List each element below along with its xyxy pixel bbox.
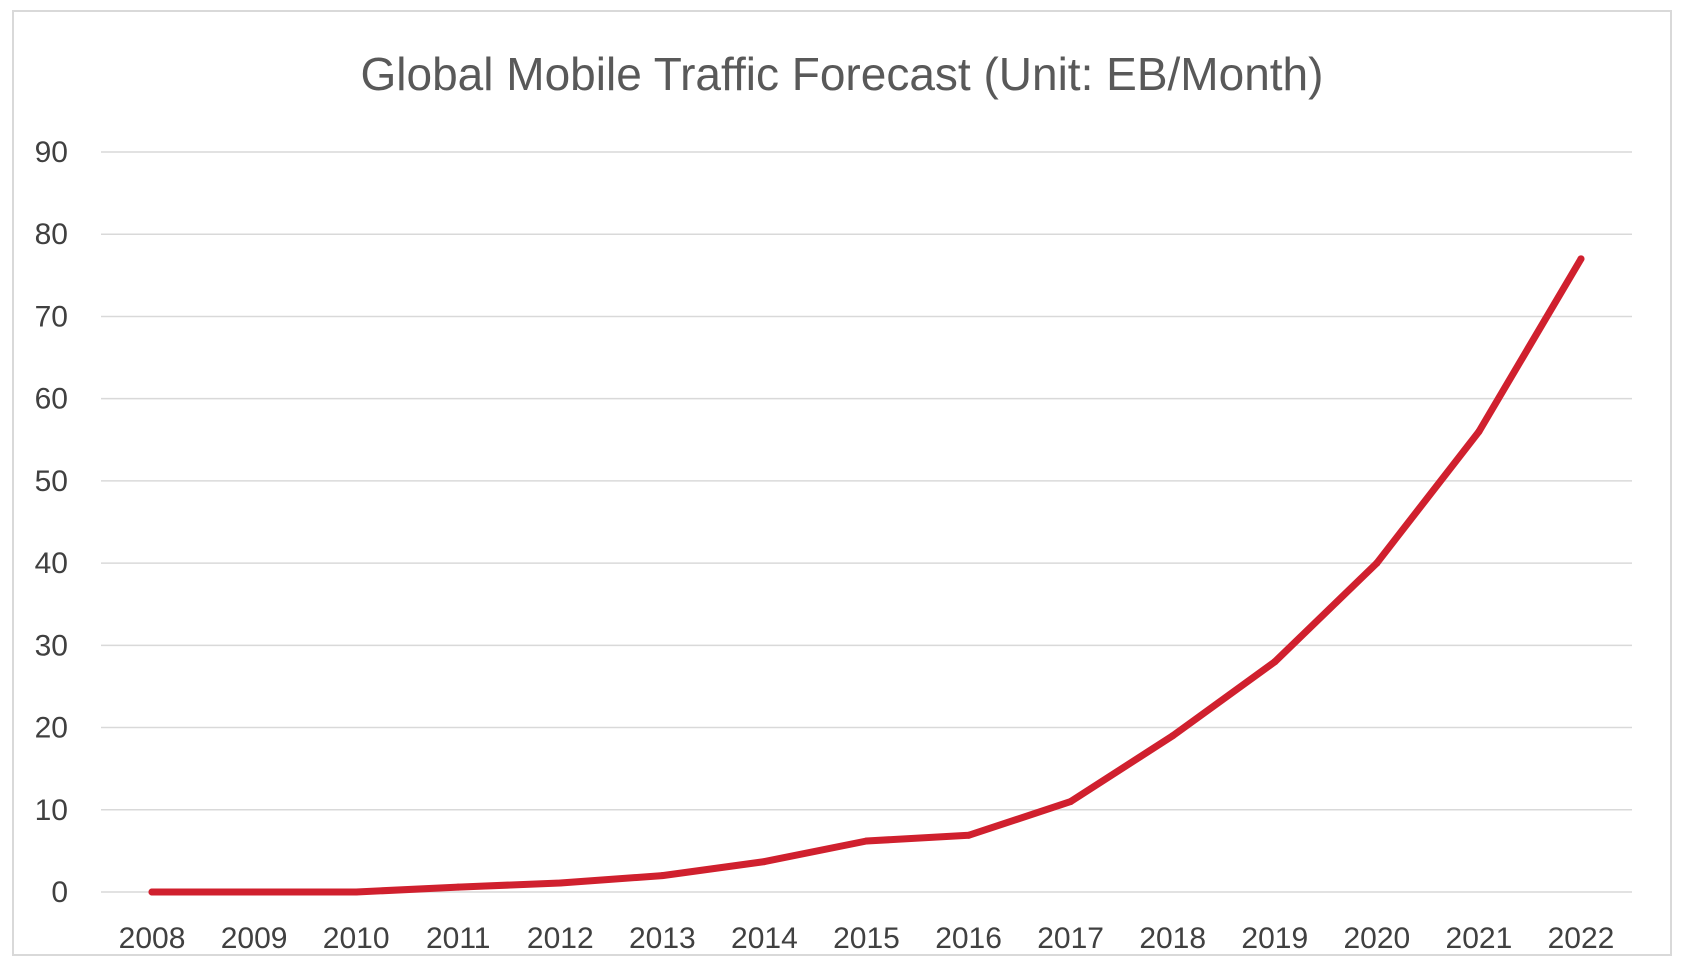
data-point-2019 xyxy=(1271,658,1279,666)
x-tick-label: 2013 xyxy=(629,922,696,955)
data-point-2021 xyxy=(1475,428,1483,436)
y-axis-ticks: 0 10 20 30 40 50 60 70 80 90 xyxy=(35,136,68,909)
x-tick-label: 2018 xyxy=(1139,922,1206,955)
y-tick-label: 90 xyxy=(35,136,68,169)
x-tick-label: 2015 xyxy=(833,922,900,955)
y-tick-label: 10 xyxy=(35,794,68,827)
y-tick-label: 80 xyxy=(35,218,68,251)
data-point-2014 xyxy=(760,858,768,866)
x-tick-label: 2020 xyxy=(1343,922,1410,955)
x-tick-label: 2009 xyxy=(221,922,288,955)
data-point-2010 xyxy=(352,888,360,896)
chart-frame xyxy=(12,10,1672,956)
data-point-2012 xyxy=(556,879,564,887)
data-point-2016 xyxy=(965,831,973,839)
y-tick-label: 30 xyxy=(35,629,68,662)
y-tick-label: 50 xyxy=(35,465,68,498)
data-point-2013 xyxy=(658,872,666,880)
x-tick-label: 2008 xyxy=(119,922,186,955)
data-point-2017 xyxy=(1067,798,1075,806)
data-point-2009 xyxy=(250,888,258,896)
series-group xyxy=(148,255,1585,896)
x-tick-label: 2014 xyxy=(731,922,798,955)
x-tick-label: 2017 xyxy=(1037,922,1104,955)
x-tick-label: 2019 xyxy=(1241,922,1308,955)
data-point-2020 xyxy=(1373,559,1381,567)
y-tick-label: 20 xyxy=(35,712,68,745)
x-tick-label: 2021 xyxy=(1446,922,1513,955)
x-tick-label: 2016 xyxy=(935,922,1002,955)
x-tick-label: 2010 xyxy=(323,922,390,955)
y-tick-label: 70 xyxy=(35,300,68,333)
data-point-2015 xyxy=(863,837,870,845)
chart-title: Global Mobile Traffic Forecast (Unit: EB… xyxy=(361,48,1324,100)
x-tick-label: 2022 xyxy=(1548,922,1615,955)
x-axis-ticks: 2008 2009 2010 2011 2012 2013 2014 2015 2016 2017… xyxy=(119,922,1615,955)
data-point-2018 xyxy=(1169,732,1177,740)
x-tick-label: 2012 xyxy=(527,922,594,955)
data-point-2008 xyxy=(148,888,156,896)
y-tick-label: 40 xyxy=(35,547,68,580)
series-line xyxy=(148,255,1585,896)
y-tick-label: 60 xyxy=(35,383,68,416)
data-point-2022 xyxy=(1577,255,1585,263)
y-tick-label: 0 xyxy=(51,876,68,909)
data-point-2011 xyxy=(454,883,462,891)
gridlines xyxy=(101,151,1632,893)
x-tick-label: 2011 xyxy=(426,922,491,955)
